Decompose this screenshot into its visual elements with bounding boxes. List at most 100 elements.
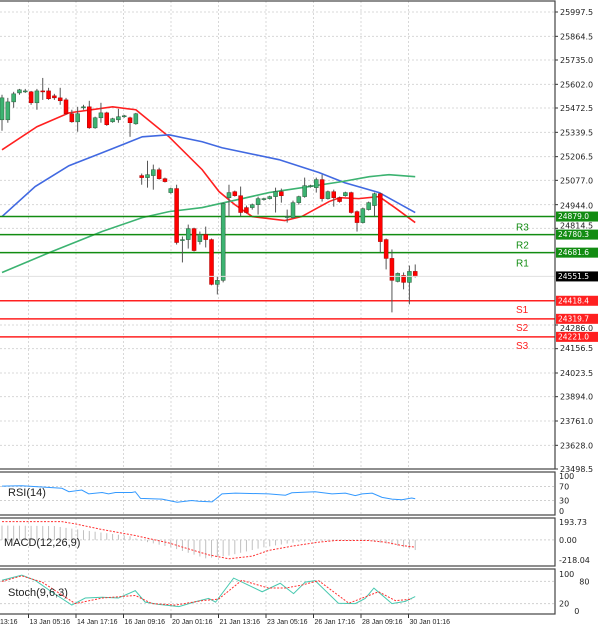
pivot-price-tag [556, 229, 598, 240]
rsi-panel [0, 471, 556, 516]
indicator-axis-label: 0.00 [559, 536, 577, 545]
y-axis-label: 23628.0 [560, 441, 593, 450]
candle-bullish [226, 192, 232, 198]
candle-bearish [244, 207, 249, 213]
pivot-price-tag [556, 247, 598, 258]
rsi-line [1, 485, 416, 503]
candle-bearish [69, 113, 75, 123]
y-axis-label: 23894.0 [560, 393, 593, 402]
candle-bearish [209, 239, 214, 285]
indicator-axis-label: 30 [559, 497, 569, 506]
indicator-axis-label: 100 [559, 570, 574, 579]
macd-signal-line [2, 521, 416, 560]
candle-bullish [116, 116, 121, 121]
pivot-label-s1: S1 [516, 305, 529, 316]
pivot-price-tag-text: 24879.0 [558, 212, 589, 221]
candle-bearish [203, 234, 208, 240]
pivot-label-s2: S2 [516, 323, 529, 334]
x-axis-label: 21 Jan 13:16 [220, 619, 261, 626]
candle-bearish [127, 117, 133, 123]
candle-bearish [174, 188, 179, 243]
candle-bullish [325, 191, 331, 199]
candle-bullish [308, 185, 313, 187]
candle-bullish [5, 101, 11, 121]
candle-bearish [28, 91, 34, 104]
candle-bearish [337, 197, 342, 202]
y-axis-label: 25472.5 [560, 104, 593, 113]
stochastic-title: Stoch(9,6,3) [8, 587, 68, 599]
candle-bearish [46, 90, 51, 100]
y-axis-label: 24286.0 [560, 324, 593, 333]
pivot-price-tag [556, 211, 598, 222]
candle-bearish [232, 191, 238, 196]
x-axis-label: 26 Jan 17:16 [315, 619, 356, 626]
pivot-price-tag [556, 295, 598, 306]
pivot-price-tag [556, 313, 598, 324]
candle-bullish [261, 198, 267, 200]
indicator-axis-label: 100 [559, 472, 574, 481]
candle-bearish [40, 90, 45, 93]
y-axis-label: 23498.5 [560, 465, 593, 474]
candle-bearish [191, 228, 197, 251]
candle-bullish [0, 97, 5, 121]
candle-bullish [255, 198, 261, 205]
pivot-price-tag-text: 24780.3 [558, 230, 589, 239]
stochastic-main-line [1, 574, 416, 608]
candle-bullish [366, 202, 371, 210]
candle-bullish [267, 196, 272, 199]
y-axis-label: 25206.5 [560, 153, 593, 162]
candle-bearish [57, 97, 63, 102]
indicator-axis-label: 70 [559, 483, 569, 492]
candle-bullish [197, 234, 203, 242]
macd-panel [0, 517, 556, 567]
candle-bullish [284, 216, 290, 218]
candle-bearish [279, 191, 284, 196]
y-axis-label: 24944.0 [560, 202, 593, 211]
candle-bullish [133, 113, 139, 125]
candle-bearish [348, 192, 354, 213]
candle-bearish [383, 239, 389, 259]
indicator-axis-label: 0 [574, 607, 579, 616]
y-axis-label: 24156.5 [560, 344, 593, 353]
indicator-axis-label: 0 [559, 507, 564, 516]
pivot-price-tag [556, 331, 598, 342]
y-axis-label: 25077.0 [560, 176, 593, 185]
candle-bearish [238, 195, 243, 213]
candle-bullish [302, 185, 307, 197]
current-price-text: 24551.5 [558, 272, 589, 281]
candle-bullish [314, 179, 319, 188]
candle-bearish [104, 112, 110, 125]
candle-bearish [87, 106, 92, 129]
pivot-label-r3: R3 [516, 223, 529, 234]
y-axis-label: 24023.5 [560, 369, 593, 378]
moving-average-line-1 [1, 106, 416, 224]
candle-bullish [180, 239, 185, 241]
x-axis-label: 16 Jan 09:16 [125, 619, 166, 626]
stochastic-panel [0, 568, 556, 615]
x-axis-label: 28 Jan 09:16 [362, 619, 403, 626]
y-axis-label: 23761.0 [560, 417, 593, 426]
y-axis-label: 25602.0 [560, 80, 593, 89]
candle-bullish [395, 273, 401, 282]
candle-bearish [63, 99, 69, 115]
price-panel [0, 0, 556, 470]
x-axis-label: 13 Jan 05:16 [30, 619, 71, 626]
pivot-price-tag-text: 24319.7 [558, 314, 589, 323]
pivot-label-s3: S3 [516, 341, 529, 352]
y-axis-label: 24814.5 [560, 222, 593, 231]
candle-bullish [372, 193, 377, 206]
candle-bullish [185, 228, 191, 240]
pivot-label-r2: R2 [516, 241, 529, 252]
candle-bearish [412, 271, 418, 277]
candle-bullish [273, 191, 278, 197]
candle-bearish [162, 178, 168, 182]
pivot-price-tag-text: 24418.4 [558, 296, 589, 305]
candle-bullish [290, 202, 296, 218]
candle-bullish [17, 89, 22, 94]
candle-bullish [250, 204, 255, 208]
x-axis-label: 20 Jan 01:16 [172, 619, 213, 626]
candle-bullish [215, 280, 220, 285]
indicator-axis-label: 80 [579, 577, 589, 586]
candle-bullish [23, 90, 28, 93]
